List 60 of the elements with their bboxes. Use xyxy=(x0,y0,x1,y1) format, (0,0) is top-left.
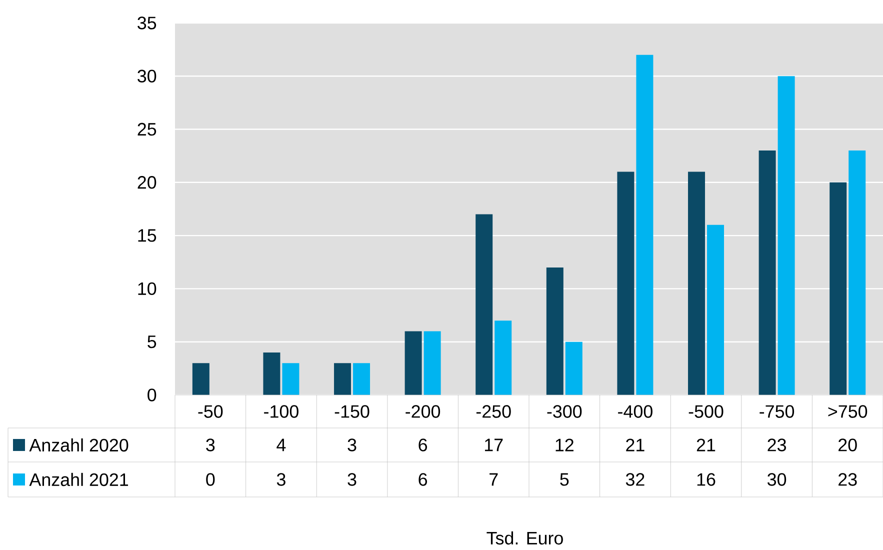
y-tick-label: 15 xyxy=(138,229,156,242)
bar xyxy=(617,172,634,395)
data-label: 12 xyxy=(556,438,574,452)
y-tick-label: 5 xyxy=(148,336,156,348)
data-label: 32 xyxy=(626,473,644,486)
bar xyxy=(424,331,441,395)
bar xyxy=(830,182,847,395)
bar xyxy=(565,342,582,395)
bar xyxy=(778,76,795,395)
data-label: 23 xyxy=(838,473,857,486)
data-label: 21 xyxy=(696,438,716,452)
data-label: 3 xyxy=(348,473,356,486)
data-label: 6 xyxy=(418,438,428,452)
x-tick-label: -300 xyxy=(547,405,582,418)
data-label: 3 xyxy=(276,473,286,486)
data-label: 16 xyxy=(697,473,716,486)
data-label: 17 xyxy=(484,438,503,452)
bar xyxy=(476,214,493,395)
bar xyxy=(758,150,776,395)
bar xyxy=(848,150,866,395)
y-tick-label: 25 xyxy=(138,122,156,136)
data-label: 21 xyxy=(626,438,644,452)
x-tick-label: -500 xyxy=(688,405,724,418)
legend-label: Anzahl 2020 xyxy=(29,438,128,452)
data-label: 3 xyxy=(206,438,215,452)
data-label: 20 xyxy=(838,438,857,452)
data-label: 3 xyxy=(348,438,356,452)
x-tick-label: -100 xyxy=(264,405,298,418)
text: Tsd. Euro xyxy=(486,531,563,545)
y-tick-label: 0 xyxy=(148,388,156,402)
y-tick-label: 30 xyxy=(138,70,156,82)
bar xyxy=(636,54,654,395)
data-label: 23 xyxy=(768,438,786,452)
x-tick-label: -150 xyxy=(334,405,370,418)
x-tick-label: -400 xyxy=(618,405,652,418)
y-tick-label: 20 xyxy=(138,176,156,189)
data-label: 0 xyxy=(206,473,215,486)
bar xyxy=(334,363,352,395)
data-label: 5 xyxy=(560,473,569,486)
data-label: 6 xyxy=(418,473,428,486)
legend-label: Anzahl 2021 xyxy=(29,472,128,486)
x-tick-label: -250 xyxy=(476,405,511,418)
bar xyxy=(282,363,300,395)
bar xyxy=(688,172,706,395)
bar xyxy=(494,320,512,395)
data-label: 30 xyxy=(768,473,786,486)
x-tick-label: -200 xyxy=(406,405,440,418)
x-tick-label: >750 xyxy=(828,405,868,418)
bar xyxy=(263,352,280,395)
bar xyxy=(192,363,210,395)
data-label: 4 xyxy=(276,438,286,452)
data-label: 7 xyxy=(490,473,498,486)
x-tick-label: -50 xyxy=(198,405,223,418)
y-tick-label: 35 xyxy=(138,16,156,30)
bar xyxy=(404,331,422,395)
y-tick-label: 10 xyxy=(138,282,156,296)
bar xyxy=(546,267,564,395)
bar xyxy=(353,363,370,395)
x-tick-label: -750 xyxy=(760,405,794,418)
bar xyxy=(707,224,724,395)
